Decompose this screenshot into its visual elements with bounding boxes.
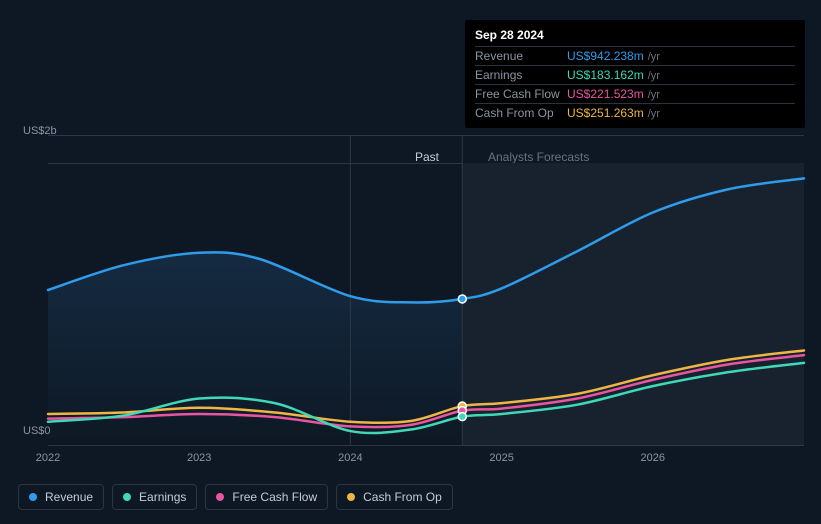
gridline-bottom <box>48 445 804 446</box>
legend-swatch-icon <box>29 493 37 501</box>
tooltip-row-unit: /yr <box>648 108 660 120</box>
tooltip-row-label: Free Cash Flow <box>475 87 567 101</box>
x-axis-label: 2022 <box>36 452 60 464</box>
tooltip-row-unit: /yr <box>648 70 660 82</box>
legend-swatch-icon <box>347 493 355 501</box>
legend-label: Revenue <box>45 490 93 504</box>
tooltip-row-value: US$183.162m <box>567 68 644 82</box>
legend-swatch-icon <box>123 493 131 501</box>
tooltip-row-unit: /yr <box>648 89 660 101</box>
legend-label: Free Cash Flow <box>232 490 317 504</box>
tooltip-row-label: Cash From Op <box>475 106 567 120</box>
tooltip-row: EarningsUS$183.162m/yr <box>475 65 795 84</box>
x-axis-label: 2025 <box>489 452 513 464</box>
tooltip-date: Sep 28 2024 <box>475 28 795 42</box>
x-axis-label: 2024 <box>338 452 362 464</box>
legend-item-free_cash_flow[interactable]: Free Cash Flow <box>205 484 328 510</box>
legend-label: Cash From Op <box>363 490 442 504</box>
legend-item-revenue[interactable]: Revenue <box>18 484 104 510</box>
tooltip-row-value: US$942.238m <box>567 49 644 63</box>
tooltip-row: Cash From OpUS$251.263m/yr <box>475 103 795 122</box>
tooltip-row: Free Cash FlowUS$221.523m/yr <box>475 84 795 103</box>
tooltip-row-value: US$221.523m <box>567 87 644 101</box>
tooltip-row: RevenueUS$942.238m/yr <box>475 46 795 65</box>
legend-item-earnings[interactable]: Earnings <box>112 484 197 510</box>
tooltip-row-unit: /yr <box>648 51 660 63</box>
chart-plot[interactable] <box>48 135 804 445</box>
legend-label: Earnings <box>139 490 186 504</box>
legend-swatch-icon <box>216 493 224 501</box>
x-axis-label: 2026 <box>641 452 665 464</box>
chart-legend: Revenue Earnings Free Cash Flow Cash From O… <box>18 484 453 510</box>
tooltip-row-label: Earnings <box>475 68 567 82</box>
legend-item-cash_from_op[interactable]: Cash From Op <box>336 484 453 510</box>
marker-revenue <box>458 295 466 303</box>
marker-earnings <box>458 413 466 421</box>
tooltip-row-label: Revenue <box>475 49 567 63</box>
x-axis-label: 2023 <box>187 452 211 464</box>
tooltip-row-value: US$251.263m <box>567 106 644 120</box>
chart-tooltip: Sep 28 2024 RevenueUS$942.238m/yrEarning… <box>465 20 805 128</box>
y-axis-label-min: US$0 <box>23 425 51 437</box>
